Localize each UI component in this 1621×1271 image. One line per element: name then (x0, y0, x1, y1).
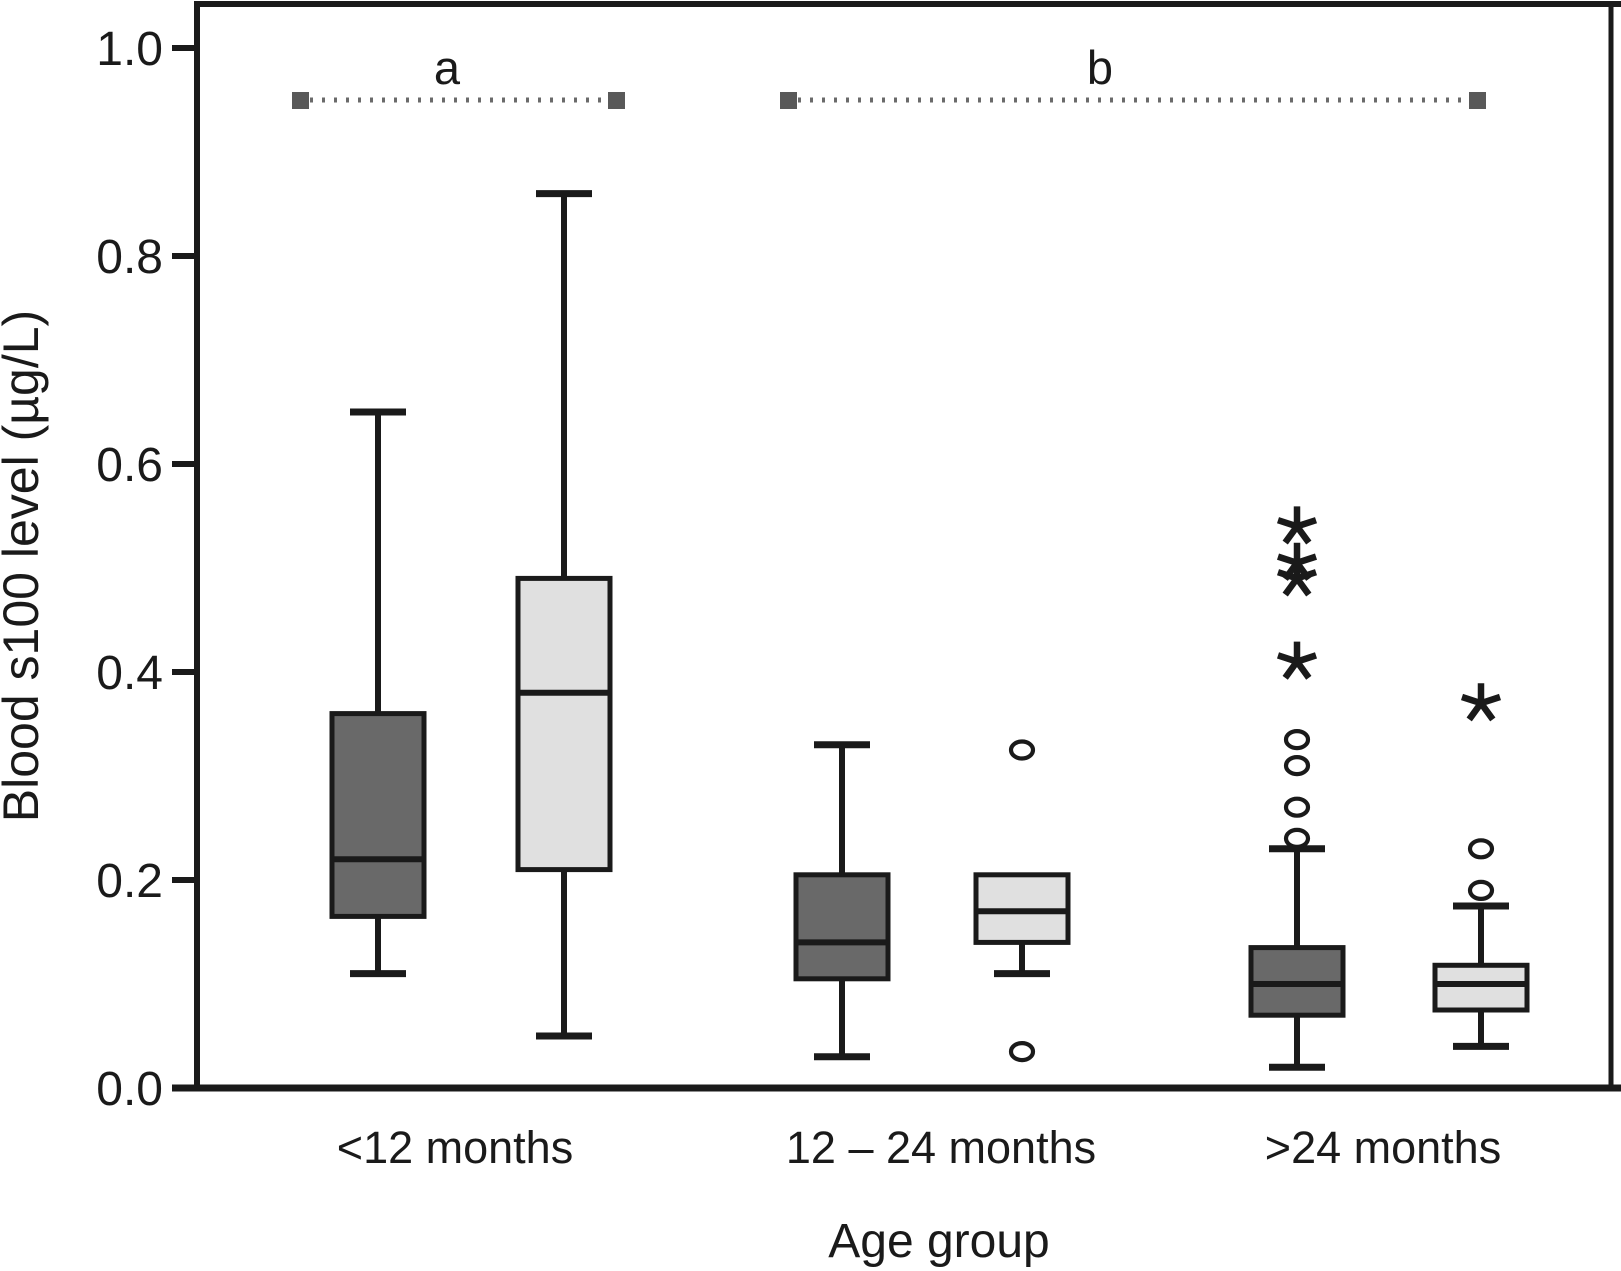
outlier-circle-light-gray-boxes-2 (1008, 1040, 1036, 1063)
outlier-circle-dark-gray-boxes-3 (1283, 754, 1311, 777)
significance-label-b: b (1087, 41, 1113, 94)
y-tick-label: 0.8 (96, 231, 163, 284)
box-light-gray-boxes-1 (515, 575, 613, 873)
y-tick-label: 1.0 (96, 23, 163, 76)
outlier-star-light-gray-boxes-3 (1460, 683, 1502, 722)
significance-endcap-left-a (292, 92, 309, 109)
outlier-circle-dark-gray-boxes-3 (1283, 796, 1311, 818)
outlier-star-dark-gray-boxes-3 (1276, 641, 1318, 680)
y-tick-label: 0.4 (96, 647, 163, 700)
box-dark-gray-boxes-2 (793, 872, 891, 982)
significance-endcap-right-a (608, 92, 625, 109)
x-category-label-3: >24 months (1265, 1122, 1501, 1173)
y-tick-label: 0.2 (96, 855, 163, 908)
outlier-circle-dark-gray-boxes-3 (1283, 827, 1311, 850)
y-tick-label: 0.6 (96, 439, 163, 492)
outlier-circle-light-gray-boxes-3 (1467, 879, 1495, 902)
significance-endcap-right-b (1469, 92, 1486, 109)
outlier-circle-light-gray-boxes-2 (1008, 739, 1036, 761)
outlier-circle-light-gray-boxes-3 (1467, 838, 1495, 860)
outlier-circle-dark-gray-boxes-3 (1283, 728, 1311, 751)
box-light-gray-boxes-3 (1432, 962, 1530, 1013)
significance-label-a: a (434, 41, 461, 94)
x-category-label-1: <12 months (337, 1122, 573, 1173)
y-tick-label: 0.0 (96, 1063, 163, 1116)
outlier-star-dark-gray-boxes-3 (1276, 506, 1318, 545)
x-axis-title: Age group (828, 1215, 1050, 1268)
box-dark-gray-boxes-1 (329, 711, 427, 919)
x-category-label-2: 12 – 24 months (786, 1122, 1096, 1173)
significance-endcap-left-b (780, 92, 797, 109)
y-axis-title: Blood s100 level (µg/L) (0, 310, 49, 822)
outlier-star-dark-gray-boxes-3 (1276, 542, 1318, 581)
